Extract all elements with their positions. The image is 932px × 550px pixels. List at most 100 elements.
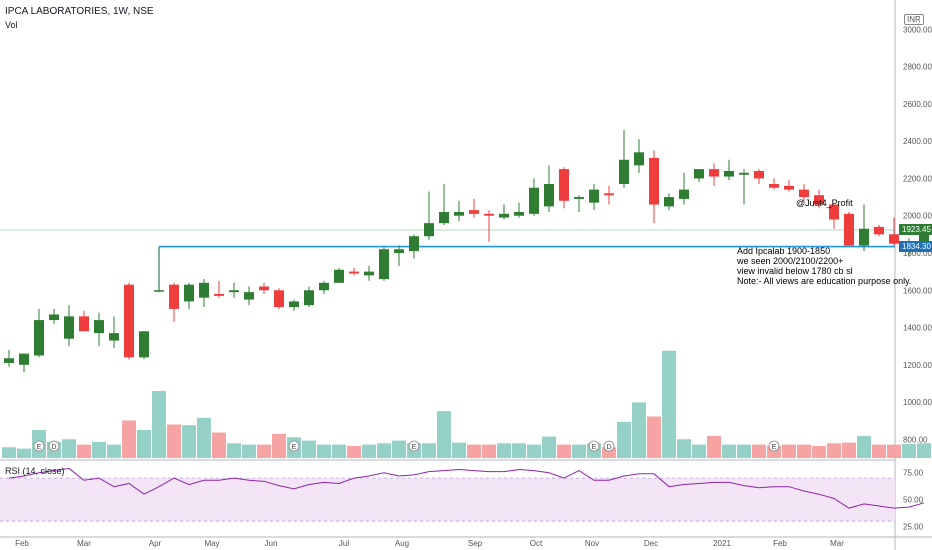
- time-tick-label: 2021: [713, 539, 731, 548]
- event-marker-label: E: [772, 444, 777, 451]
- candle-body: [679, 189, 689, 199]
- last-price-tag: 1923.45: [899, 223, 932, 235]
- volume-bar: [782, 444, 796, 458]
- time-tick-label: Feb: [15, 539, 29, 548]
- volume-bar: [77, 444, 91, 458]
- candle-body: [19, 353, 29, 365]
- candle-body: [289, 301, 299, 308]
- volume-bar: [572, 444, 586, 458]
- candle-body: [154, 290, 164, 292]
- volume-bar: [542, 436, 556, 458]
- volume-bar: [317, 444, 331, 458]
- candle-body: [334, 269, 344, 283]
- candle-body: [139, 331, 149, 358]
- volume-bar: [917, 443, 931, 458]
- price-tick-label: 2200.00: [903, 174, 932, 183]
- candle-body: [124, 284, 134, 358]
- candle-body: [739, 172, 749, 175]
- candle-body: [349, 271, 359, 274]
- volume-bar: [377, 443, 391, 458]
- note-line: Note:- All views are education purpose o…: [737, 276, 912, 286]
- event-marker: [288, 440, 300, 452]
- price-tick-label: 2400.00: [903, 137, 932, 146]
- candle-body: [184, 284, 194, 302]
- candle-body: [244, 292, 254, 300]
- volume-bar: [662, 350, 676, 458]
- volume-bar: [887, 444, 901, 458]
- volume-bar: [497, 443, 511, 458]
- price-tick-label: 3000.00: [903, 25, 932, 34]
- candle-body: [484, 213, 494, 216]
- time-tick-label: Jul: [339, 539, 349, 548]
- candle-body: [439, 211, 449, 224]
- candle-body: [424, 223, 434, 237]
- candle-body: [454, 211, 464, 216]
- candle-body: [604, 193, 614, 196]
- event-marker-label: D: [606, 444, 611, 451]
- volume-bar: [722, 444, 736, 458]
- volume-bar: [647, 416, 661, 458]
- chart-title: IPCA LABORATORIES, 1W, NSE: [5, 6, 154, 17]
- volume-bar: [17, 448, 31, 458]
- event-marker-label: E: [292, 444, 297, 451]
- rsi-line: [8, 467, 925, 509]
- note-line: we seen 2000/2100/2200+: [737, 256, 844, 266]
- volume-bar: [227, 443, 241, 458]
- time-tick-label: Dec: [644, 539, 658, 548]
- price-tick-label: 800.00: [903, 435, 928, 444]
- volume-bar: [332, 444, 346, 458]
- volume-bar: [242, 444, 256, 458]
- volume-bar: [812, 445, 826, 458]
- candle-body: [274, 290, 284, 308]
- candle-body: [4, 358, 14, 363]
- event-marker-label: D: [51, 444, 56, 451]
- volume-bar: [602, 447, 616, 458]
- time-tick-label: Sep: [468, 539, 483, 548]
- volume-bar: [857, 435, 871, 458]
- candle-body: [769, 184, 779, 188]
- candle-body: [319, 282, 329, 291]
- candle-body: [304, 290, 314, 306]
- price-tick-label: 1200.00: [903, 361, 932, 370]
- volume-bar: [362, 444, 376, 458]
- volume-bar: [797, 444, 811, 458]
- time-tick-label: Feb: [773, 539, 787, 548]
- volume-bar: [677, 439, 691, 458]
- volume-bar: [302, 440, 316, 458]
- candle-body: [784, 185, 794, 190]
- volume-bar: [512, 443, 526, 458]
- price-tick-label: 2600.00: [903, 100, 932, 109]
- volume-bar: [107, 444, 121, 458]
- candle-body: [214, 293, 224, 296]
- note-annotation: Add Ipcalab 1900-1850 we seen 2000/2100/…: [737, 246, 911, 286]
- volume-bar: [92, 441, 106, 458]
- event-marker-label: E: [412, 444, 417, 451]
- volume-bar: [197, 417, 211, 458]
- volume-bar: [842, 442, 856, 458]
- event-marker: [603, 440, 615, 452]
- volume-bar: [827, 443, 841, 458]
- candle-body: [109, 333, 119, 341]
- candle-body: [589, 189, 599, 203]
- currency-badge[interactable]: INR: [904, 14, 924, 25]
- event-marker-label: E: [592, 444, 597, 451]
- candle-body: [799, 189, 809, 198]
- volume-bar: [617, 421, 631, 458]
- candle-body: [409, 236, 419, 252]
- volume-bar: [482, 444, 496, 458]
- candle-body: [694, 169, 704, 179]
- volume-bar: [272, 433, 286, 458]
- candle-body: [919, 229, 929, 246]
- candle-body: [754, 170, 764, 179]
- event-marker: [588, 440, 600, 452]
- time-tick-label: Jun: [265, 539, 278, 548]
- candle-body: [559, 169, 569, 201]
- volume-bar: [632, 402, 646, 458]
- rsi-band: [0, 478, 895, 522]
- event-marker: [408, 440, 420, 452]
- candle-body: [709, 169, 719, 177]
- candle-body: [574, 197, 584, 199]
- candle-body: [544, 184, 554, 207]
- time-tick-label: Mar: [830, 539, 844, 548]
